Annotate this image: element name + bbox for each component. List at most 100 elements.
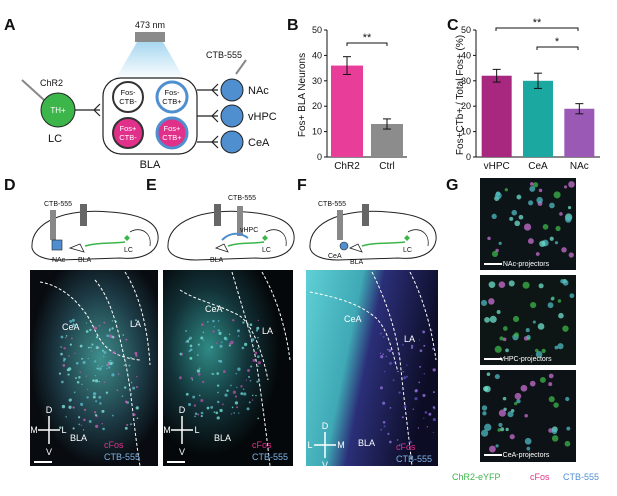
speckle: [180, 353, 183, 355]
speckle: [106, 362, 110, 366]
f-label-la: LA: [404, 334, 415, 344]
g-cell: [526, 334, 531, 340]
speckle: [111, 373, 115, 377]
g-cell: [508, 280, 515, 287]
speckle: [135, 319, 137, 322]
speckle: [129, 423, 132, 426]
speckle: [75, 361, 79, 365]
speckle: [257, 337, 259, 339]
speckle: [216, 416, 220, 420]
d-tracer-label: CTB-555: [44, 201, 72, 208]
speckle: [380, 428, 383, 431]
speckle: [64, 337, 67, 339]
e-boundary-1: [179, 289, 269, 381]
speckle: [422, 330, 426, 334]
speckle: [128, 364, 131, 367]
speckle: [242, 321, 245, 324]
e-vhpc-injection: [221, 232, 249, 241]
speckle: [71, 318, 75, 322]
speckle: [69, 319, 73, 323]
f-label-bla: BLA: [358, 438, 375, 448]
target-nac-neuron: [220, 78, 244, 102]
g-cell: [489, 315, 497, 323]
speckle: [383, 425, 386, 428]
g-cell: [548, 396, 555, 403]
speckle: [130, 381, 133, 384]
g-cell: [547, 302, 554, 309]
speckle: [409, 440, 412, 444]
g-cell: [524, 413, 528, 418]
speckle: [215, 411, 219, 415]
speckle: [196, 369, 201, 373]
g-legend-ctb: CTB-555: [563, 472, 599, 482]
g-cell: [494, 192, 502, 200]
speckle: [212, 319, 215, 323]
speckle: [232, 319, 235, 322]
speckle: [136, 375, 138, 378]
speckle: [401, 416, 404, 419]
g-cell: [494, 345, 502, 353]
g-cell: [553, 191, 561, 199]
quadrant-2-line2: CTB+: [162, 97, 182, 106]
c-ytick-label: 10: [461, 127, 471, 137]
projection-lines: [197, 89, 218, 143]
e-boundary-3: [261, 271, 291, 361]
c-ylabel: Fos+CTb+ / Total Fos+ (%): [455, 35, 466, 155]
speckle: [60, 380, 64, 384]
panel-letter-d: D: [4, 177, 16, 194]
speckle: [123, 386, 127, 389]
speckle: [125, 338, 128, 341]
e-compass-d: D: [179, 405, 186, 415]
speckle: [432, 347, 435, 350]
g-cell: [550, 297, 555, 301]
speckle: [85, 375, 87, 377]
b-ytick-label: 20: [312, 101, 322, 111]
speckle: [419, 349, 423, 353]
c-ytick-label: 40: [461, 50, 471, 60]
g-cell-dots: [480, 181, 575, 453]
g-cell: [526, 446, 531, 451]
g-cell: [562, 279, 569, 286]
speckle: [94, 375, 97, 377]
speckle: [106, 334, 109, 338]
speckle: [82, 360, 86, 365]
g-cell: [536, 196, 543, 204]
b-ytick-label: 0: [317, 152, 322, 162]
c-categories: vHPC CeA NAc: [484, 161, 589, 172]
speckle: [231, 406, 234, 409]
g-cell: [516, 398, 521, 404]
d-schem-lc: LC: [124, 247, 133, 254]
d-micrograph: [30, 270, 158, 466]
laser-device: [135, 32, 165, 42]
speckle: [95, 346, 99, 350]
panel-letter-g: G: [446, 177, 458, 194]
d-cerebellum-line: [129, 229, 151, 247]
speckle: [234, 395, 238, 398]
axon-terminal: [93, 103, 101, 117]
speckle: [402, 343, 404, 346]
speckle: [98, 395, 102, 399]
e-tracer-label: CTB-555: [228, 195, 256, 202]
speckle: [121, 395, 124, 398]
g-cell: [499, 336, 504, 341]
speckle: [232, 390, 236, 394]
g-cell: [512, 315, 520, 323]
g-cell: [535, 252, 540, 256]
g-caption-cea: CeA-projectors: [503, 452, 550, 459]
g-cell: [487, 236, 491, 241]
b-category-label: ChR2: [334, 161, 360, 172]
g-cell: [502, 396, 507, 401]
speckle: [112, 351, 116, 355]
g-cell: [538, 188, 543, 193]
speckle: [251, 394, 254, 397]
speckle: [423, 417, 425, 419]
f-syringe: [337, 210, 343, 240]
panel-d: D CTB-555 NAc BLA LC CeA LA BLA cFos CTB…: [4, 177, 159, 467]
panel-letter-e: E: [146, 177, 157, 194]
speckle: [415, 389, 418, 392]
speckle: [210, 345, 214, 349]
speckle: [69, 343, 72, 346]
g-cell: [532, 320, 536, 324]
b-category-label: Ctrl: [379, 161, 395, 172]
g-cell: [528, 200, 534, 206]
